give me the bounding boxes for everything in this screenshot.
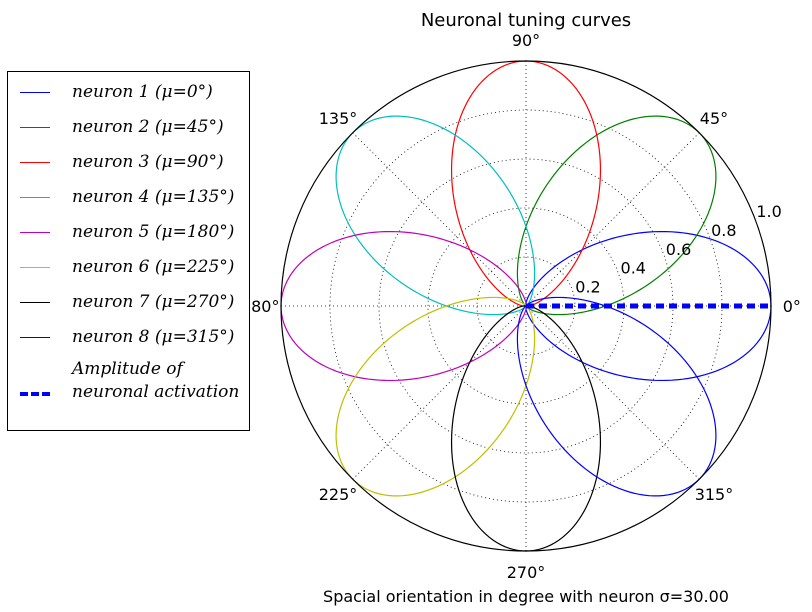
polar-frame <box>280 60 772 552</box>
radial-gridline <box>476 256 576 356</box>
x-axis-label: Spacial orientation in degree with neuro… <box>323 587 729 606</box>
legend-label: neuron 5 (μ=180°) <box>72 222 235 242</box>
legend-label: neuron 1 (μ=0°) <box>72 82 213 102</box>
legend-swatch <box>20 162 50 163</box>
legend-swatch <box>20 127 50 128</box>
angular-gridline <box>352 305 527 480</box>
legend-item: neuron 4 (μ=135°) <box>8 183 249 213</box>
legend-item: neuron 7 (μ=270°) <box>8 288 249 318</box>
legend-swatch <box>20 267 50 268</box>
angular-tick-label: 0° <box>783 297 801 316</box>
chart-title: Neuronal tuning curves <box>420 10 632 31</box>
legend-label: neuron 8 (μ=315°) <box>72 327 235 347</box>
radial-tick-label: 0.8 <box>711 221 736 240</box>
legend-swatch <box>20 197 50 198</box>
angular-tick-label: 135° <box>319 109 358 128</box>
legend-item: neuron 3 (μ=90°) <box>8 148 249 178</box>
legend-swatch <box>20 337 50 338</box>
legend: neuron 1 (μ=0°) neuron 2 (μ=45°) neuron 3 … <box>7 71 250 431</box>
legend-item: neuron 6 (μ=225°) <box>8 253 249 283</box>
radial-tick-label: 1.0 <box>756 202 781 221</box>
legend-item: neuron 5 (μ=180°) <box>8 218 249 248</box>
legend-item: neuron 8 (μ=315°) <box>8 323 249 353</box>
legend-swatch <box>20 302 50 303</box>
radial-tick-label: 0.6 <box>666 240 691 259</box>
angular-gridline <box>525 305 700 480</box>
legend-item-amplitude: Amplitude of neuronal activation <box>8 358 249 433</box>
legend-label: Amplitude of neuronal activation <box>72 359 240 402</box>
legend-label: neuron 3 (μ=90°) <box>72 152 224 172</box>
legend-swatch <box>20 232 50 233</box>
legend-item: neuron 2 (μ=45°) <box>8 113 249 143</box>
angular-tick-label: 90° <box>512 31 540 50</box>
angular-tick-label: 270° <box>507 563 546 582</box>
legend-label: neuron 2 (μ=45°) <box>72 117 224 137</box>
angular-tick-label: 225° <box>319 485 358 504</box>
legend-label: neuron 6 (μ=225°) <box>72 257 235 277</box>
angular-gridline <box>352 132 527 307</box>
angular-tick-label: 45° <box>700 109 728 128</box>
radial-tick-label: 0.2 <box>575 277 600 296</box>
angular-tick-label: 315° <box>695 485 734 504</box>
angular-tick-label: 180° <box>241 297 280 316</box>
legend-item: neuron 1 (μ=0°) <box>8 78 249 108</box>
radial-tick-label: 0.4 <box>621 259 646 278</box>
legend-swatch <box>20 392 50 396</box>
legend-swatch <box>20 92 50 93</box>
legend-label: neuron 4 (μ=135°) <box>72 187 235 207</box>
legend-label: neuron 7 (μ=270°) <box>72 292 235 312</box>
angular-gridline <box>525 132 700 307</box>
